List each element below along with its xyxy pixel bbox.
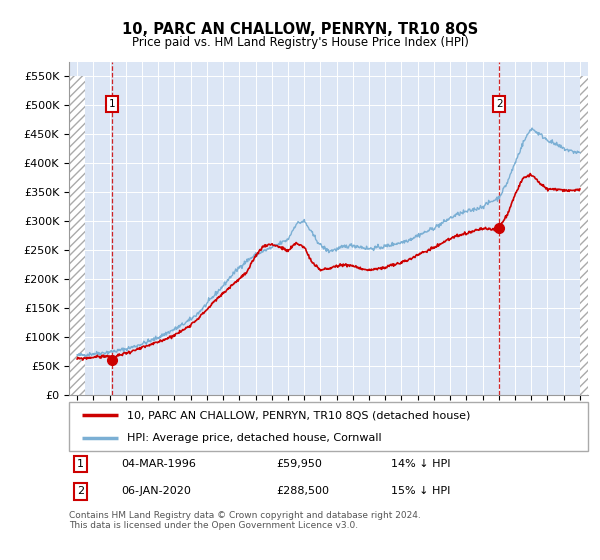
Text: £59,950: £59,950 — [277, 459, 322, 469]
FancyBboxPatch shape — [69, 402, 588, 451]
Text: 10, PARC AN CHALLOW, PENRYN, TR10 8QS (detached house): 10, PARC AN CHALLOW, PENRYN, TR10 8QS (d… — [127, 410, 470, 421]
Text: 06-JAN-2020: 06-JAN-2020 — [121, 487, 191, 496]
Text: Price paid vs. HM Land Registry's House Price Index (HPI): Price paid vs. HM Land Registry's House … — [131, 36, 469, 49]
Text: 10, PARC AN CHALLOW, PENRYN, TR10 8QS: 10, PARC AN CHALLOW, PENRYN, TR10 8QS — [122, 22, 478, 38]
Text: 15% ↓ HPI: 15% ↓ HPI — [391, 487, 450, 496]
Text: 1: 1 — [77, 459, 84, 469]
Text: HPI: Average price, detached house, Cornwall: HPI: Average price, detached house, Corn… — [127, 433, 382, 443]
Text: 2: 2 — [77, 487, 84, 496]
Text: £288,500: £288,500 — [277, 487, 329, 496]
Text: 2: 2 — [496, 99, 502, 109]
Bar — [580, 76, 588, 395]
Text: 1: 1 — [109, 99, 116, 109]
Text: 04-MAR-1996: 04-MAR-1996 — [121, 459, 196, 469]
Text: 14% ↓ HPI: 14% ↓ HPI — [391, 459, 450, 469]
Text: Contains HM Land Registry data © Crown copyright and database right 2024.
This d: Contains HM Land Registry data © Crown c… — [69, 511, 421, 530]
Bar — [69, 76, 85, 395]
